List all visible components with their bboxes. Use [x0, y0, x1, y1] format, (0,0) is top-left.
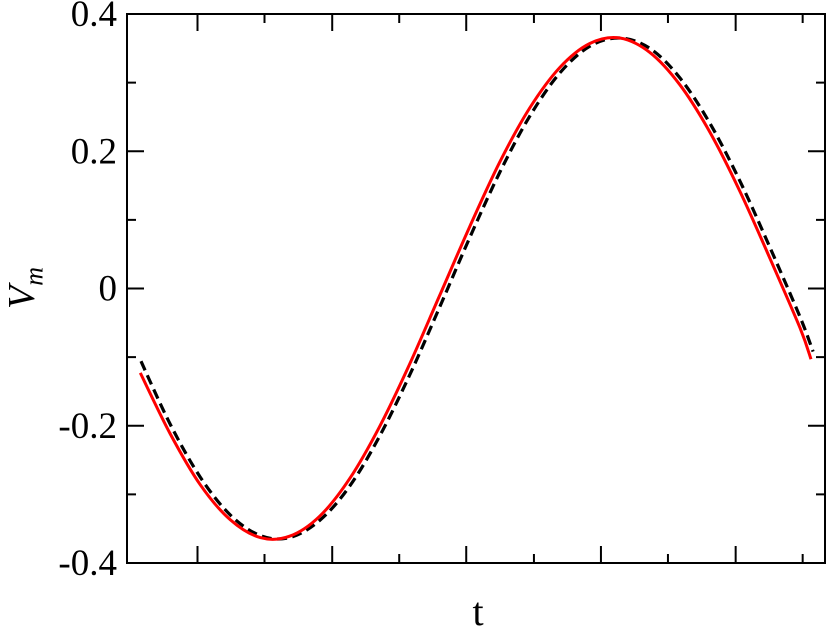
y-tick-labels: -0.4 -0.2 0 0.2 0.4 [58, 0, 117, 584]
y-tick-label: -0.4 [58, 543, 117, 584]
axis-ticks [127, 13, 825, 564]
y-tick-label: 0 [99, 269, 118, 310]
y-axis-title-sub: m [19, 267, 49, 286]
plot-frame [126, 13, 826, 564]
y-axis-title-main: V [1, 285, 43, 309]
x-axis-title: t [472, 589, 484, 630]
y-tick-label: 0.4 [71, 0, 117, 35]
y-axis-title: Vm [0, 254, 49, 322]
dashed-black-curve [139, 36, 815, 541]
y-tick-label: 0.2 [71, 131, 117, 172]
y-tick-label: -0.2 [58, 406, 117, 447]
solid-red-curve [138, 36, 813, 541]
curves [138, 36, 815, 541]
